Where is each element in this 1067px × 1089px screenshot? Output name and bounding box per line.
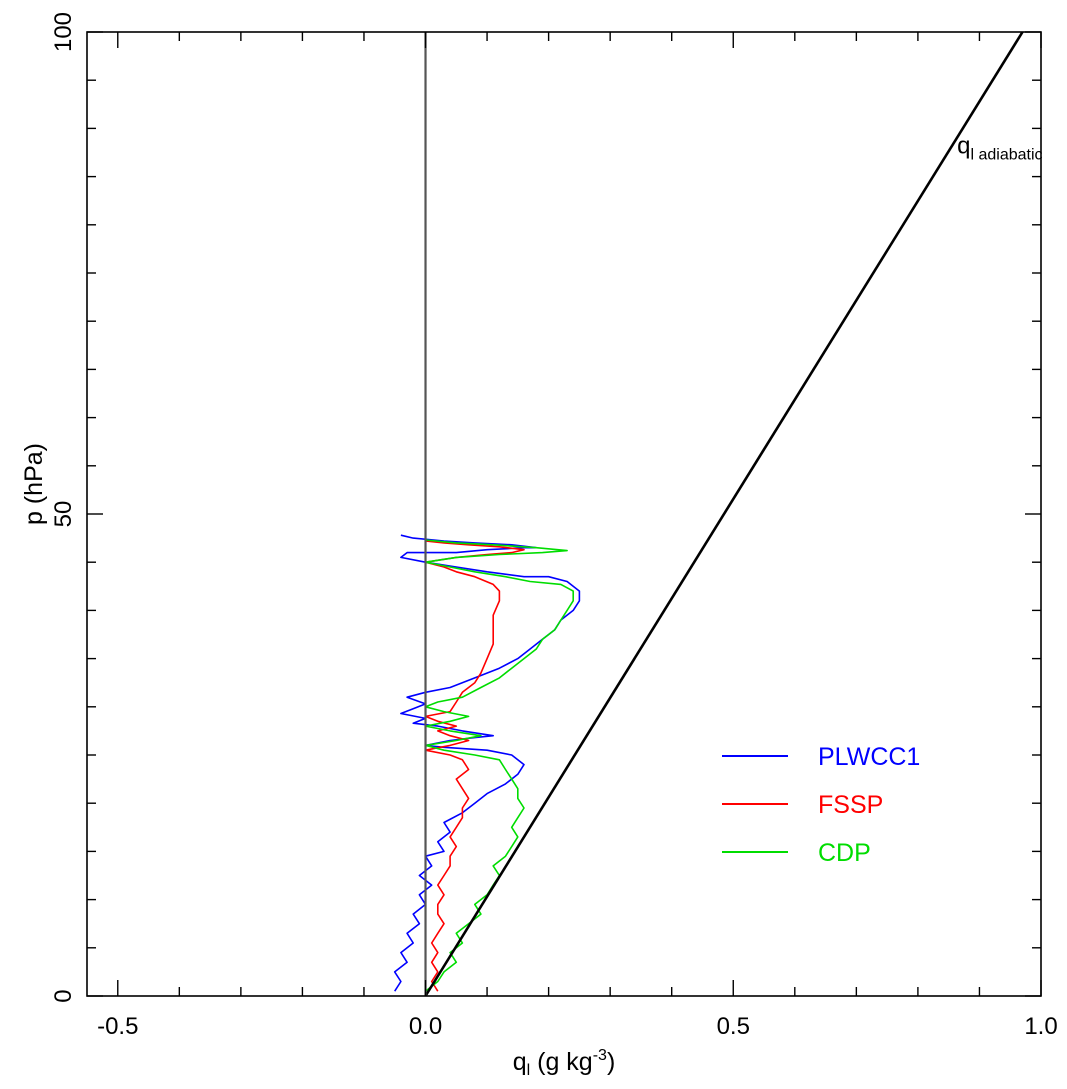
plot-frame [87, 32, 1041, 996]
adiabatic-annotation: ql adiabatic [957, 133, 1042, 164]
x-axis-label-close: ) [607, 1048, 615, 1076]
ticks-layer [87, 32, 1041, 996]
legend-label: CDP [818, 839, 871, 867]
x-tick-label: -0.5 [97, 1013, 138, 1040]
adiabatic-annotation-main: q [957, 133, 970, 160]
y-axis-label: p (hPa) [20, 443, 48, 525]
series-layer [395, 32, 1023, 996]
x-tick-label: 1.0 [1024, 1013, 1057, 1040]
x-axis-label: ql (g kg-3) [513, 1047, 616, 1079]
tick-labels-layer: -0.5 0.0 0.5 1.0 0 50 100 [50, 12, 1058, 1040]
legend-label: PLWCC1 [818, 743, 920, 771]
y-tick-label: 100 [50, 12, 77, 52]
legend: PLWCC1 FSSP CDP [722, 743, 920, 867]
x-axis-label-superscript: -3 [593, 1047, 607, 1064]
series-line-plwcc1 [395, 535, 580, 991]
x-tick-label: 0.5 [717, 1013, 750, 1040]
legend-label: FSSP [818, 791, 883, 819]
x-tick-label: 0.0 [409, 1013, 442, 1040]
y-tick-label: 50 [50, 501, 77, 528]
series-line-fssp [426, 541, 525, 991]
x-axis-label-main: q [513, 1048, 527, 1076]
adiabatic-annotation-subscript: l adiabatic [971, 147, 1043, 164]
y-tick-label: 0 [50, 989, 77, 1002]
series-line-cdp [426, 540, 574, 991]
x-axis-label-rest: (g kg [530, 1048, 593, 1076]
